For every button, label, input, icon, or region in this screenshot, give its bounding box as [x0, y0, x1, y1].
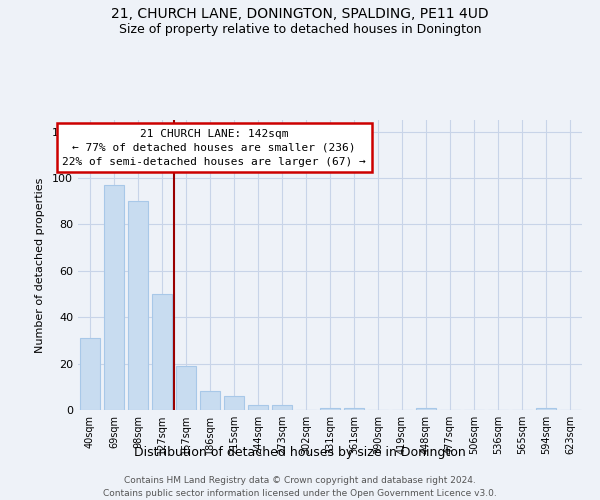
Bar: [344, 408, 364, 410]
Bar: [200, 392, 220, 410]
Bar: [224, 396, 244, 410]
Bar: [272, 406, 292, 410]
Bar: [536, 408, 556, 410]
Bar: [152, 294, 172, 410]
Text: Size of property relative to detached houses in Donington: Size of property relative to detached ho…: [119, 22, 481, 36]
Bar: [320, 408, 340, 410]
Bar: [80, 338, 100, 410]
Text: Distribution of detached houses by size in Donington: Distribution of detached houses by size …: [134, 446, 466, 459]
Text: 21, CHURCH LANE, DONINGTON, SPALDING, PE11 4UD: 21, CHURCH LANE, DONINGTON, SPALDING, PE…: [111, 8, 489, 22]
Y-axis label: Number of detached properties: Number of detached properties: [35, 178, 45, 352]
Text: 21 CHURCH LANE: 142sqm
← 77% of detached houses are smaller (236)
22% of semi-de: 21 CHURCH LANE: 142sqm ← 77% of detached…: [62, 128, 366, 166]
Bar: [248, 406, 268, 410]
Text: Contains HM Land Registry data © Crown copyright and database right 2024.
Contai: Contains HM Land Registry data © Crown c…: [103, 476, 497, 498]
Bar: [104, 185, 124, 410]
Bar: [176, 366, 196, 410]
Bar: [128, 201, 148, 410]
Bar: [416, 408, 436, 410]
